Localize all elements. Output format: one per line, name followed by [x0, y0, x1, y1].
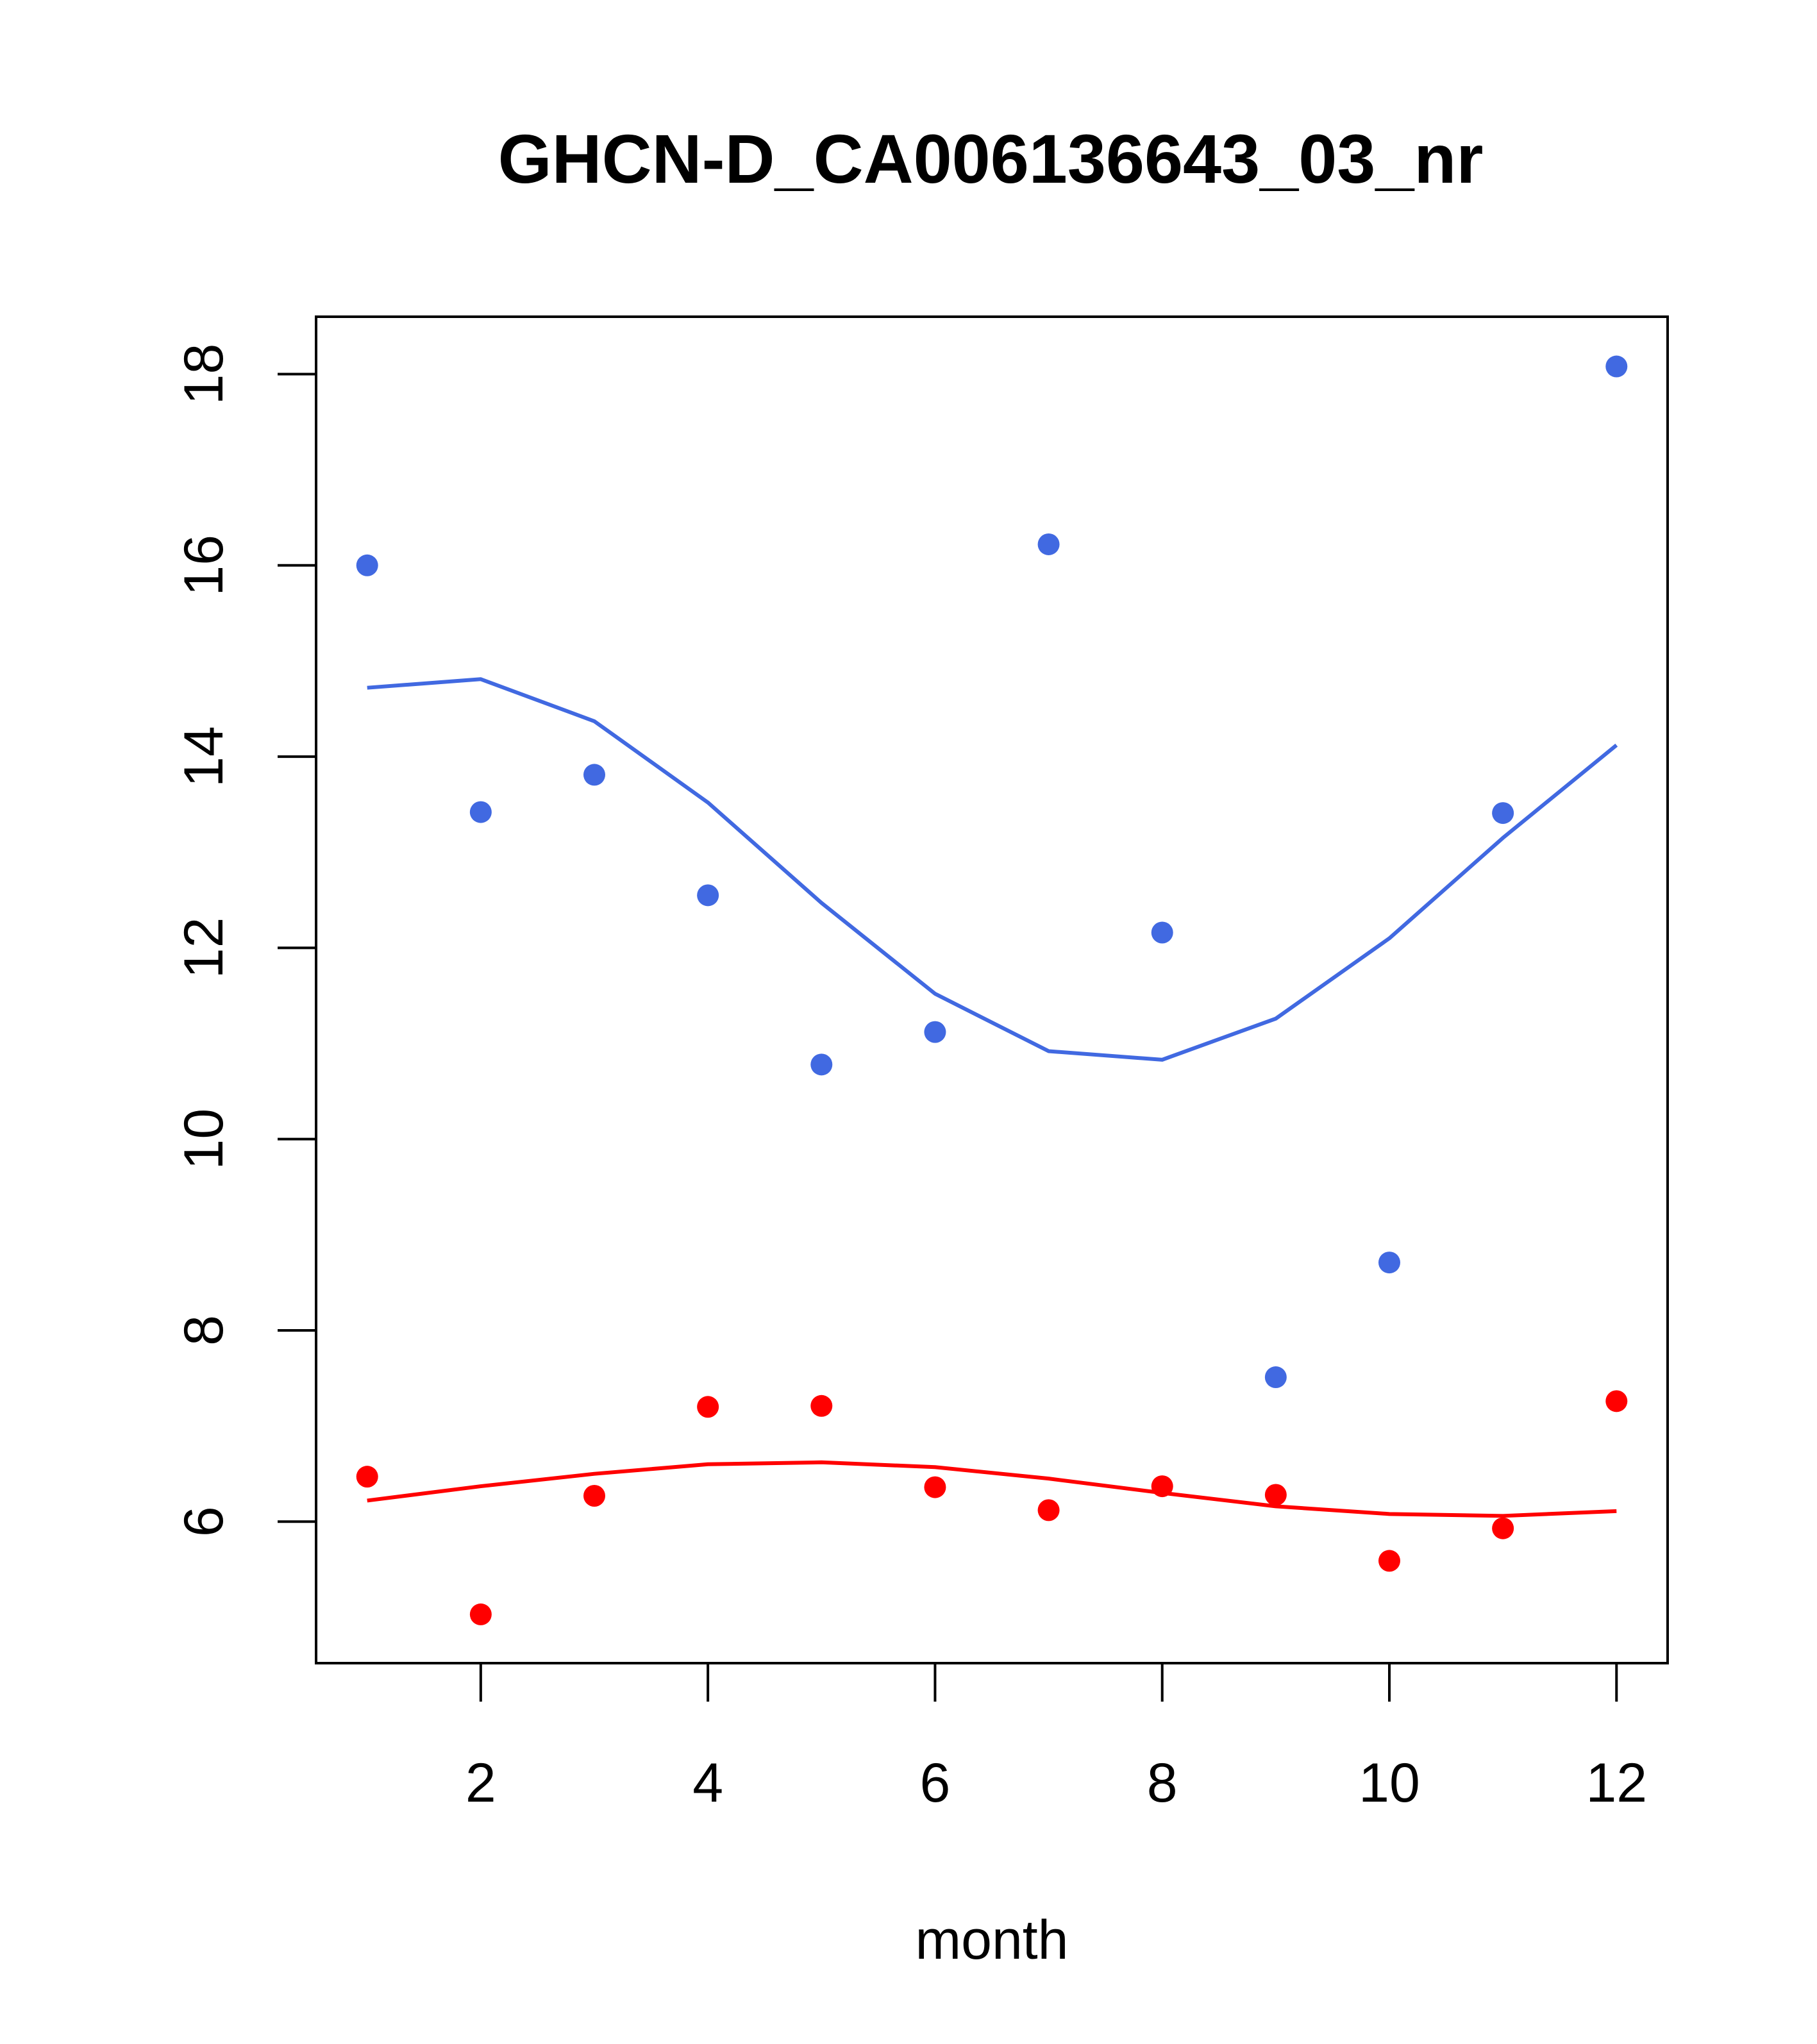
data-point: [1492, 802, 1514, 825]
x-axis-label: month: [915, 1909, 1068, 1971]
plot-area: [315, 315, 1669, 1664]
x-tick-label: 12: [1586, 1752, 1647, 1814]
x-tick-label: 8: [1147, 1752, 1178, 1814]
series-lines: [367, 677, 1618, 1518]
data-point: [1605, 355, 1628, 378]
x-tick-label: 6: [920, 1752, 951, 1814]
y-tick-label: 12: [173, 917, 235, 979]
data-point: [1264, 1484, 1287, 1506]
y-axis: 6 8 10 12 14 16 18: [173, 344, 317, 1537]
y-tick-label: 16: [173, 535, 235, 596]
data-point: [697, 884, 719, 907]
data-point: [1151, 921, 1173, 944]
y-tick-label: 8: [173, 1315, 235, 1346]
data-point: [1492, 1517, 1514, 1539]
y-tick-label: 14: [173, 726, 235, 787]
data-point: [1264, 1366, 1287, 1389]
y-tick-label: 18: [173, 344, 235, 405]
chart-title: GHCN-D_CA006136643_03_nr: [498, 120, 1484, 197]
data-point: [583, 764, 605, 786]
y-tick-label: 6: [173, 1506, 235, 1537]
data-point: [1605, 1390, 1628, 1412]
data-point: [469, 1603, 492, 1625]
data-point: [1151, 1475, 1173, 1498]
data-point: [469, 801, 492, 823]
data-point: [356, 1466, 378, 1488]
data-point: [810, 1395, 833, 1417]
data-point: [810, 1053, 833, 1076]
data-point: [1037, 1499, 1060, 1521]
data-point: [1378, 1252, 1400, 1274]
data-point: [583, 1484, 605, 1507]
x-axis: 2 4 6 8 10 12: [465, 1662, 1647, 1814]
x-tick-label: 10: [1359, 1752, 1420, 1814]
x-tick-label: 2: [465, 1752, 496, 1814]
data-point: [924, 1476, 946, 1498]
y-tick-label: 10: [173, 1109, 235, 1170]
series-line: [367, 1460, 1617, 1518]
data-point: [1037, 533, 1060, 555]
data-point: [356, 554, 378, 576]
data-point: [924, 1021, 946, 1043]
series-points: [356, 355, 1628, 1625]
x-tick-label: 4: [692, 1752, 723, 1814]
data-point: [1378, 1550, 1400, 1572]
series-line: [367, 677, 1618, 1062]
data-point: [697, 1396, 719, 1418]
